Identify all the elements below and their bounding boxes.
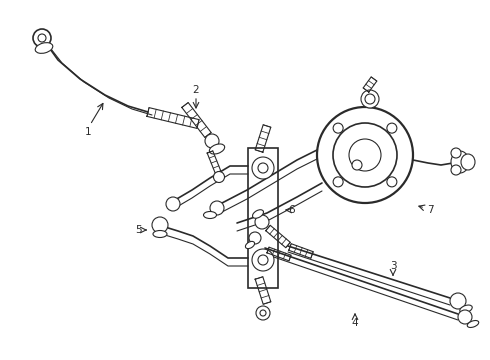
- Circle shape: [33, 29, 51, 47]
- Circle shape: [450, 293, 466, 309]
- Text: 2: 2: [193, 85, 199, 95]
- Circle shape: [333, 177, 343, 187]
- Circle shape: [205, 134, 219, 148]
- Circle shape: [387, 123, 397, 133]
- Ellipse shape: [461, 154, 475, 170]
- Ellipse shape: [203, 211, 217, 219]
- Circle shape: [349, 139, 381, 171]
- Circle shape: [214, 171, 224, 183]
- Ellipse shape: [451, 151, 469, 173]
- Circle shape: [333, 123, 343, 133]
- Text: 6: 6: [289, 205, 295, 215]
- Circle shape: [258, 255, 268, 265]
- Text: 4: 4: [352, 318, 358, 328]
- Circle shape: [210, 201, 224, 215]
- Ellipse shape: [460, 305, 472, 313]
- Circle shape: [256, 306, 270, 320]
- Ellipse shape: [252, 210, 264, 218]
- Circle shape: [152, 217, 168, 233]
- Ellipse shape: [245, 242, 255, 249]
- Text: 7: 7: [427, 205, 433, 215]
- Circle shape: [255, 215, 269, 229]
- Circle shape: [317, 107, 413, 203]
- Circle shape: [252, 157, 274, 179]
- Circle shape: [252, 249, 274, 271]
- Circle shape: [387, 177, 397, 187]
- Circle shape: [352, 160, 362, 170]
- Text: 3: 3: [390, 261, 396, 271]
- Circle shape: [258, 163, 268, 173]
- Text: 5: 5: [135, 225, 141, 235]
- Circle shape: [333, 123, 397, 187]
- Circle shape: [249, 232, 261, 244]
- Ellipse shape: [35, 42, 53, 53]
- Circle shape: [166, 197, 180, 211]
- Circle shape: [458, 310, 472, 324]
- Circle shape: [361, 90, 379, 108]
- Circle shape: [260, 310, 266, 316]
- Ellipse shape: [467, 320, 479, 328]
- Ellipse shape: [209, 144, 225, 154]
- Text: 1: 1: [85, 127, 91, 137]
- Circle shape: [451, 148, 461, 158]
- Bar: [248, 148, 278, 288]
- Circle shape: [38, 34, 46, 42]
- Circle shape: [451, 165, 461, 175]
- Circle shape: [365, 94, 375, 104]
- Ellipse shape: [153, 230, 167, 238]
